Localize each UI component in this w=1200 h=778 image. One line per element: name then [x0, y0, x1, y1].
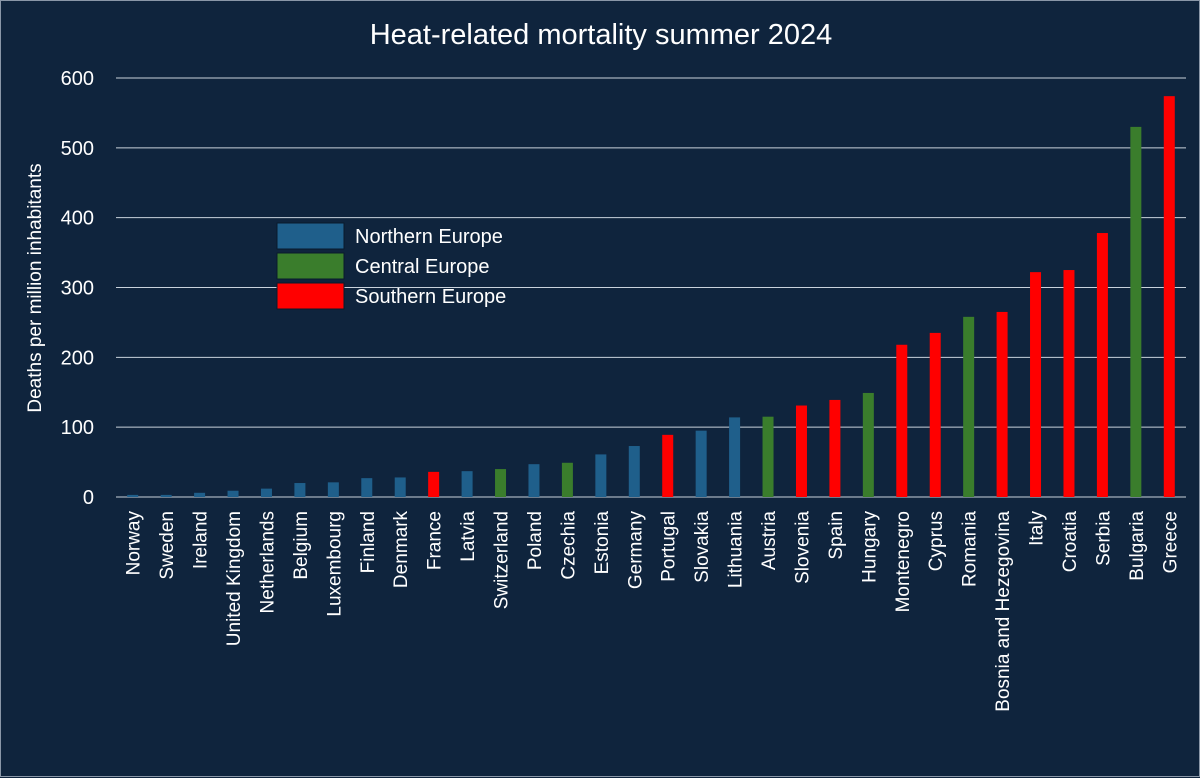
- x-tick-label: Croatia: [1060, 511, 1081, 573]
- bar-greece: [1163, 96, 1175, 497]
- bar-denmark: [394, 477, 406, 497]
- x-tick-label: Switzerland: [492, 511, 513, 609]
- x-tick-label: Finland: [358, 511, 379, 573]
- bar-united-kingdom: [227, 490, 239, 497]
- y-tick-label: 400: [61, 208, 94, 230]
- y-tick-label: 100: [61, 417, 94, 439]
- x-tick-label: Lithuania: [726, 511, 747, 589]
- x-tick-label: Sweden: [157, 511, 178, 580]
- x-tick-label: Greece: [1160, 511, 1181, 573]
- legend-label: Central Europe: [355, 256, 490, 278]
- x-tick-label: Montenegro: [893, 511, 914, 612]
- bar-sweden: [160, 494, 172, 497]
- x-tick-label: United Kingdom: [224, 511, 245, 646]
- bar-czechia: [561, 462, 573, 497]
- bar-bosnia-and-hezegovina: [996, 311, 1008, 497]
- legend-label: Northern Europe: [355, 226, 503, 248]
- legend-swatch: [276, 252, 345, 280]
- y-tick-label: 0: [83, 487, 94, 509]
- bars: [127, 96, 1175, 497]
- bar-finland: [361, 478, 373, 497]
- chart-title: Heat-related mortality summer 2024: [370, 19, 833, 51]
- x-tick-label: Luxembourg: [324, 511, 345, 617]
- bar-france: [428, 471, 440, 497]
- bar-luxembourg: [327, 482, 339, 497]
- x-axis-ticks: Norway Sweden Ireland United Kingdom Netherl…: [124, 511, 1182, 712]
- y-tick-label: 200: [61, 347, 94, 369]
- x-tick-label: Spain: [826, 511, 847, 560]
- bar-estonia: [595, 454, 607, 497]
- bar-romania: [963, 316, 975, 497]
- bar-latvia: [461, 471, 473, 497]
- y-axis-ticks: 0 100 200 300 400 500 600: [61, 68, 94, 509]
- y-tick-label: 500: [61, 138, 94, 160]
- x-tick-label: Slovakia: [692, 511, 713, 583]
- bar-austria: [762, 416, 774, 497]
- x-tick-label: Cyprus: [926, 511, 947, 571]
- bar-cyprus: [929, 332, 941, 497]
- bar-germany: [628, 446, 640, 497]
- bar-portugal: [662, 434, 674, 497]
- y-tick-label: 300: [61, 278, 94, 300]
- x-tick-label: Denmark: [391, 511, 412, 589]
- x-tick-label: Serbia: [1093, 511, 1114, 566]
- bar-bulgaria: [1130, 126, 1142, 497]
- x-tick-label: Czechia: [558, 511, 579, 580]
- x-tick-label: Estonia: [592, 511, 613, 575]
- bar-netherlands: [260, 488, 272, 497]
- x-tick-label: Austria: [759, 511, 780, 571]
- x-tick-label: Netherlands: [257, 511, 278, 613]
- x-tick-label: Poland: [525, 511, 546, 570]
- bar-belgium: [294, 483, 306, 497]
- bar-montenegro: [896, 344, 908, 497]
- bar-slovenia: [795, 405, 807, 497]
- x-tick-label: France: [425, 511, 446, 570]
- x-tick-label: Germany: [625, 511, 646, 590]
- legend-swatch: [276, 222, 345, 250]
- x-tick-label: Bulgaria: [1127, 511, 1148, 581]
- legend-swatch: [276, 282, 345, 310]
- legend-label: Southern Europe: [355, 286, 506, 308]
- bar-poland: [528, 464, 540, 497]
- x-tick-label: Bosnia and Hezegovina: [993, 511, 1014, 712]
- y-tick-label: 600: [61, 68, 94, 90]
- bar-italy: [1030, 272, 1042, 497]
- bar-croatia: [1063, 270, 1075, 497]
- bar-switzerland: [495, 469, 507, 497]
- x-tick-label: Latvia: [458, 511, 479, 562]
- x-tick-label: Slovenia: [792, 511, 813, 584]
- bar-serbia: [1096, 233, 1108, 497]
- x-tick-label: Norway: [124, 511, 145, 576]
- y-axis-label: Deaths per million inhabitants: [25, 163, 46, 412]
- bar-hungary: [862, 392, 874, 497]
- x-tick-label: Hungary: [859, 511, 880, 583]
- bar-slovakia: [695, 430, 707, 497]
- x-tick-label: Romania: [960, 511, 981, 587]
- x-tick-label: Portugal: [659, 511, 680, 582]
- legend: Northern Europe Central Europe Southern Eu…: [276, 222, 506, 310]
- x-tick-label: Ireland: [191, 511, 212, 569]
- x-tick-label: Belgium: [291, 511, 312, 580]
- x-tick-label: Italy: [1027, 511, 1048, 546]
- bar-norway: [127, 494, 139, 497]
- bar-ireland: [194, 492, 206, 497]
- bar-spain: [829, 399, 841, 497]
- bar-lithuania: [729, 417, 741, 497]
